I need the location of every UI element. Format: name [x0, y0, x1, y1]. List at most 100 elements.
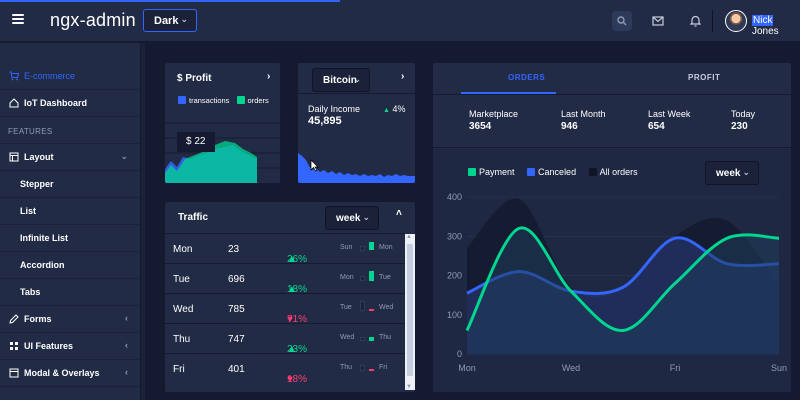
- stat-today: Today 230: [731, 109, 756, 132]
- traffic-day: Mon: [173, 244, 193, 255]
- sidebar-spacer: [0, 43, 140, 63]
- layout-icon: [9, 152, 19, 162]
- sidebar-item-infinite-list[interactable]: Infinite List: [0, 225, 140, 252]
- sidebar-item-label: Forms: [24, 314, 52, 324]
- table-row[interactable]: Thu 747 ▲ 23% Wed Thu: [165, 323, 405, 355]
- legend-transactions-label: transactions: [189, 96, 230, 105]
- cart-icon: [9, 71, 19, 81]
- theme-select-value: Dark: [154, 15, 179, 27]
- currency-select-value: Bitcoin: [323, 75, 357, 86]
- traffic-prev-day: Sun: [340, 244, 353, 251]
- sidebar-item-label: Infinite List: [20, 233, 68, 243]
- sidebar-item-stepper[interactable]: Stepper: [0, 171, 140, 198]
- table-row[interactable]: Mon 23 ▲ 26% Sun Mon: [165, 233, 405, 265]
- traffic-period-value: week: [336, 213, 361, 224]
- x-tick-label: Mon: [458, 363, 476, 373]
- legend-all-orders-swatch: [588, 168, 597, 176]
- orders-card: ORDERS PROFIT Marketplace 3654 Last Month…: [433, 63, 791, 392]
- arrow-up-icon: ▲: [287, 284, 297, 295]
- sidebar-item-label: IoT Dashboard: [24, 98, 88, 108]
- user-name[interactable]: Nick Jones: [752, 15, 779, 37]
- arrow-up-icon: ▲: [287, 344, 297, 355]
- traffic-value: 785: [228, 304, 245, 315]
- stat-last-week: Last Week 654: [648, 109, 691, 132]
- daily-income-value: 45,895: [308, 115, 342, 127]
- chevron-down-icon: ⌄: [120, 151, 128, 161]
- orders-legend: Payment Canceled All orders: [468, 167, 638, 177]
- traffic-period-select[interactable]: week ⌄: [325, 206, 379, 230]
- traffic-curr-day: Fri: [379, 364, 388, 371]
- income-change: ▲ 4%: [383, 104, 405, 114]
- cursor-icon: [310, 159, 319, 172]
- home-icon: [9, 98, 19, 108]
- sidebar-item-label: List: [20, 206, 37, 216]
- sidebar-item-label: Tabs: [20, 287, 41, 297]
- legend-payment-swatch: [468, 168, 476, 176]
- chevron-down-icon: ⌄: [742, 167, 750, 177]
- traffic-curr-day: Tue: [379, 274, 391, 281]
- sidebar-item-label: Stepper: [20, 179, 54, 189]
- profit-title: $ Profit: [177, 73, 212, 84]
- mail-icon[interactable]: [648, 11, 668, 31]
- scroll-thumb[interactable]: [407, 244, 413, 376]
- chevron-up-icon[interactable]: ˄: [396, 208, 402, 219]
- orders-period-select[interactable]: week ⌄: [705, 161, 759, 185]
- tab-orders[interactable]: ORDERS: [508, 73, 546, 82]
- scroll-up-icon[interactable]: ▲: [406, 234, 412, 240]
- traffic-day: Thu: [173, 334, 191, 345]
- chevron-left-icon: ‹: [125, 313, 128, 323]
- orders-period-value: week: [716, 168, 741, 179]
- prev-bar: [360, 276, 365, 281]
- profit-chart: [165, 122, 280, 183]
- sidebar-scrollbar[interactable]: [141, 43, 145, 400]
- sidebar-item-accordion[interactable]: Accordion: [0, 252, 140, 279]
- traffic-curr-day: Thu: [379, 334, 392, 341]
- curr-bar: [369, 271, 374, 281]
- sidebar-item-ui-features[interactable]: UI Features ‹: [0, 333, 140, 360]
- brand-title[interactable]: ngx-admin: [50, 10, 136, 30]
- sidebar-item-layout[interactable]: Layout ⌄: [0, 144, 140, 171]
- loading-bar: [0, 0, 340, 2]
- traffic-prev-day: Tue: [340, 304, 352, 311]
- currency-select[interactable]: Bitcoin ⌄: [312, 68, 370, 92]
- sidebar-item-forms[interactable]: Forms ‹: [0, 306, 140, 333]
- sidebar-item-modal-overlays[interactable]: Modal & Overlays ‹: [0, 360, 140, 387]
- traffic-value: 747: [228, 334, 245, 345]
- bell-icon[interactable]: [685, 11, 705, 31]
- grid-icon: [10, 342, 18, 350]
- scroll-down-icon[interactable]: ▼: [406, 384, 412, 390]
- orders-chart: 0 100 200 300 400 Mon Wed Fri Sun: [447, 192, 787, 373]
- chevron-left-icon: ‹: [125, 367, 128, 377]
- arrow-up-icon: ▲: [383, 107, 390, 114]
- y-tick-label: 0: [457, 349, 462, 359]
- sidebar-item-list[interactable]: List: [0, 198, 140, 225]
- traffic-scrollbar[interactable]: ▲ ▼: [405, 234, 415, 390]
- sidebar-item-tabs[interactable]: Tabs: [0, 279, 140, 306]
- menu-icon[interactable]: [12, 14, 24, 24]
- chevron-down-icon: ⌄: [353, 74, 361, 84]
- tab-profit[interactable]: PROFIT: [688, 73, 721, 82]
- table-row[interactable]: Fri 401 ♥ 18% Thu Fri: [165, 353, 405, 385]
- traffic-title: Traffic: [178, 212, 209, 223]
- top-bar: ngx-admin Dark ⌄ Nick Jones: [0, 0, 800, 42]
- browser-icon: [9, 368, 19, 378]
- traffic-day: Tue: [173, 274, 190, 285]
- active-tab-indicator: [461, 92, 556, 94]
- sidebar-item-label: Modal & Overlays: [24, 368, 100, 378]
- table-row[interactable]: Wed 785 ♥ 71% Tue Wed: [165, 293, 405, 325]
- sidebar-item-ecommerce[interactable]: E-commerce: [0, 63, 140, 90]
- sidebar-item-label: Accordion: [20, 260, 65, 270]
- legend-orders-label: orders: [247, 96, 269, 105]
- avatar[interactable]: [725, 10, 747, 32]
- chevron-right-icon[interactable]: ›: [267, 71, 271, 82]
- y-tick-label: 400: [447, 192, 462, 202]
- sidebar-item-iot-dashboard[interactable]: IoT Dashboard: [0, 90, 140, 117]
- search-icon[interactable]: [612, 11, 632, 31]
- theme-select[interactable]: Dark ⌄: [143, 9, 197, 32]
- legend-canceled-swatch: [527, 168, 536, 176]
- table-row[interactable]: Tue 696 ▲ 18% Mon Tue: [165, 263, 405, 295]
- edit-icon: [9, 314, 19, 324]
- traffic-card: Traffic week ⌄ ˄ Mon 23 ▲ 26% Sun Mon Tu…: [165, 202, 415, 392]
- traffic-day: Fri: [173, 364, 185, 375]
- chevron-right-icon[interactable]: ›: [401, 71, 405, 82]
